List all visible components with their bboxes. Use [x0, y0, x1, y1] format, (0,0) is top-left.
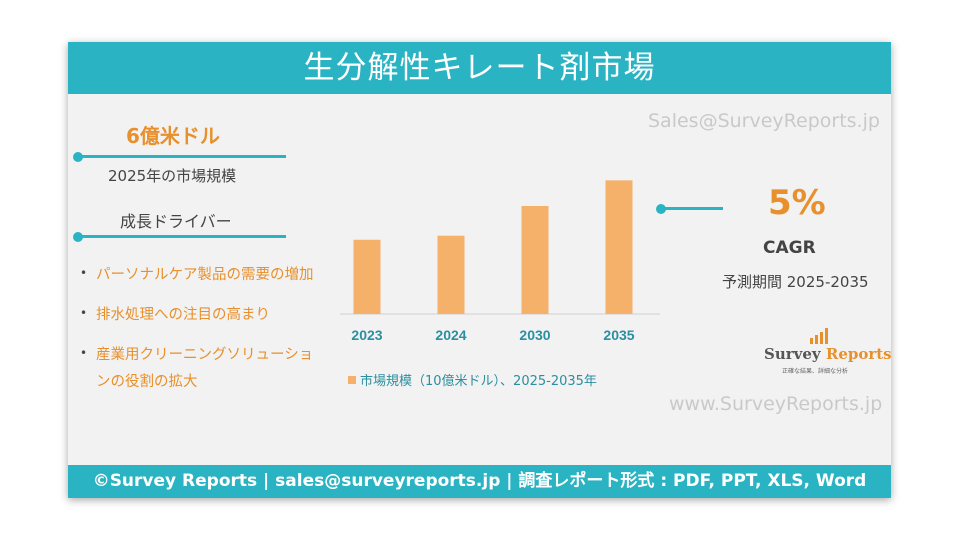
- page-title: 生分解性キレート剤市場: [68, 42, 891, 94]
- bar-2035: [605, 180, 633, 314]
- bar-2024: [437, 235, 465, 314]
- infographic-card: 生分解性キレート剤市場 Sales@SurveyReports.jp www.S…: [68, 42, 892, 498]
- legend-swatch: [348, 376, 356, 384]
- drivers-title: 成長ドライバー: [120, 212, 232, 231]
- market-label: 2025年の市場規模: [108, 167, 237, 185]
- logo-reports: Reports: [820, 345, 892, 363]
- logo-tagline: 正確な結果、詳細な分析: [782, 368, 849, 375]
- driver-item: 産業用クリーニングソリューショ: [96, 347, 314, 363]
- market-value: 6億米ドル: [126, 124, 220, 148]
- forecast-period: 予測期間 2025-2035: [722, 273, 869, 291]
- bar-2023: [353, 239, 381, 314]
- bar-chart-icon: [810, 328, 828, 344]
- x-tick-label: 2030: [519, 327, 550, 343]
- watermark-url: www.SurveyReports.jp: [669, 393, 883, 415]
- bullet-dot: •: [80, 346, 88, 360]
- driver-item: ンの役割の拡大: [96, 374, 198, 390]
- x-tick-label: 2035: [603, 327, 634, 343]
- watermark-email: Sales@SurveyReports.jp: [648, 110, 880, 132]
- cagr-label: CAGR: [763, 238, 816, 258]
- cagr-value: 5%: [768, 183, 826, 223]
- bullet-dot: •: [80, 266, 88, 280]
- x-tick-label: 2024: [435, 327, 466, 343]
- connector-line: [78, 155, 286, 158]
- bar-2030: [521, 206, 549, 314]
- footer-bar: ©Survey Reports | sales@surveyreports.jp…: [68, 465, 891, 498]
- bullet-dot: •: [80, 306, 88, 320]
- connector-line: [78, 235, 286, 238]
- driver-item: 排水処理への注目の高まり: [96, 307, 270, 323]
- driver-item: パーソナルケア製品の需要の増加: [96, 267, 314, 283]
- connector-line: [661, 207, 723, 210]
- logo-survey: Survey: [764, 345, 821, 363]
- market-size-bar-chart: 2023 2024 2030 2035 市場規模（10億米ドル）、2025-2035年: [340, 180, 660, 389]
- legend-label: 市場規模（10億米ドル）、2025-2035年: [360, 373, 597, 389]
- x-tick-label: 2023: [351, 327, 382, 343]
